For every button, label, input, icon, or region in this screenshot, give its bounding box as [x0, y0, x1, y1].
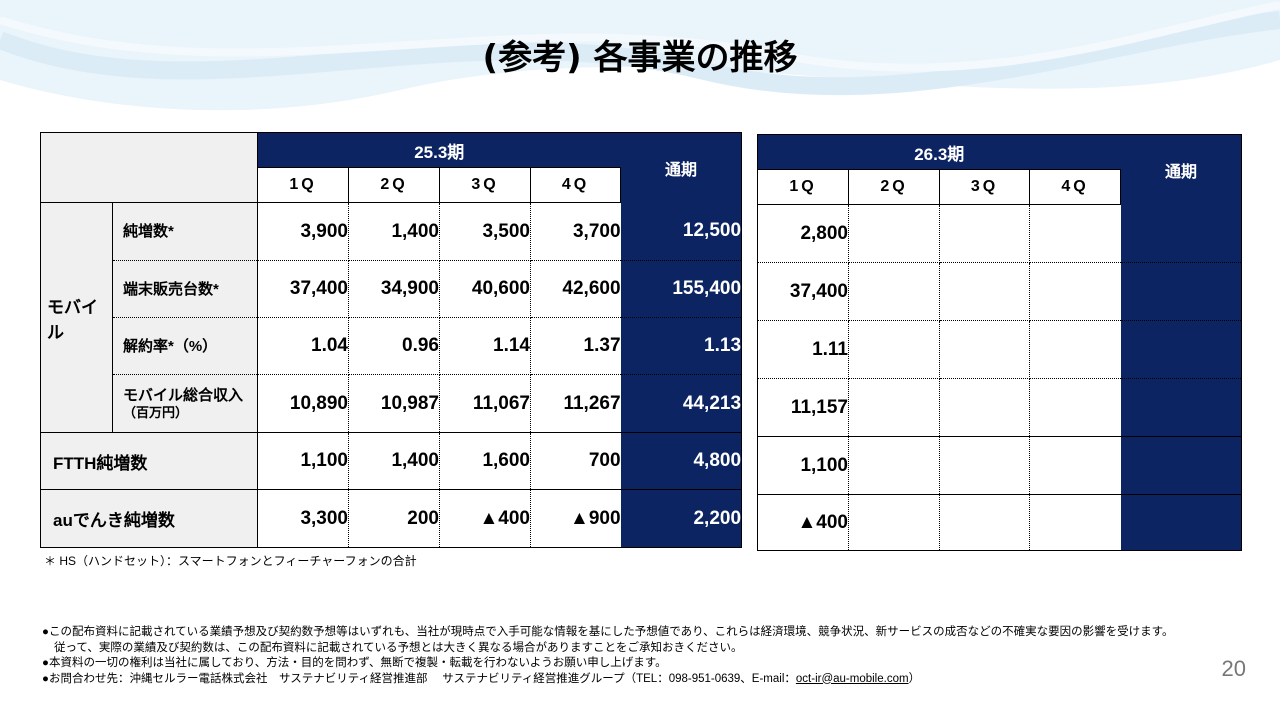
header-corner: [40, 132, 258, 203]
table-cell: [848, 204, 940, 263]
full-year-cell: 155,400: [620, 260, 742, 318]
table-cell: 1.14: [439, 317, 531, 375]
full-year-header: 通期: [620, 132, 742, 203]
full-year-cell: 4,800: [620, 432, 742, 490]
disclaimer: ●この配布資料に記載されている業績予想及び契約数予想等はいずれも、当社が現時点で…: [42, 625, 1252, 687]
period-header: 26.3期: [757, 134, 1121, 170]
background-wave: [0, 0, 1280, 111]
page-title: (参考) 各事業の推移: [482, 38, 798, 78]
table-cell: 0.96: [348, 317, 440, 375]
row-label-unit: （百万円）: [123, 404, 189, 420]
table-cell: 3,300: [257, 489, 349, 548]
table-cell: 37,400: [257, 260, 349, 318]
table-cell: [939, 262, 1030, 321]
full-year-header: 通期: [1120, 134, 1242, 205]
table-cell: 37,400: [757, 262, 849, 321]
table-cell: [939, 436, 1030, 495]
contact-line: ●お問合わせ先：沖縄セルラー電話株式会社 サステナビリティ経営推進部 サステナビ…: [42, 672, 1252, 688]
table-cell: 1.11: [757, 320, 849, 379]
quarter-header: 2Q: [348, 167, 440, 203]
table-cell: ▲400: [757, 494, 849, 551]
table-cell: [1029, 378, 1121, 437]
full-year-cell: [1120, 320, 1242, 379]
quarter-header: 4Q: [1028, 169, 1122, 205]
row-label-main: モバイル総合収入: [123, 386, 244, 404]
quarter-header: 1Q: [757, 169, 849, 205]
footnote: ＊ HS（ハンドセット）：スマートフォンとフィーチャーフォンの合計: [44, 554, 417, 568]
table-cell: 11,267: [530, 374, 621, 433]
table-cell: 1,400: [348, 202, 440, 261]
table-cell: 34,900: [348, 260, 440, 318]
table-cell: [1029, 494, 1121, 551]
table-cell: ▲900: [530, 489, 621, 548]
table-cell: 1,600: [439, 432, 531, 490]
row-label: 端末販売台数*: [112, 260, 258, 318]
table-cell: 200: [348, 489, 440, 548]
quarter-header: 1Q: [257, 167, 349, 203]
contact-email-link[interactable]: oct-ir@au-mobile.com: [795, 672, 909, 685]
table-cell: [939, 320, 1030, 379]
quarter-header: 2Q: [848, 169, 940, 205]
row-label-ftth: FTTH純増数: [40, 432, 258, 490]
mobile-category-label: モバイル: [40, 202, 113, 433]
row-label: 純増数*: [112, 202, 258, 261]
disclaimer-line: ●本資料の一切の権利は当社に属しており、方法・目的を問わず、無断で複製・転載を行…: [42, 657, 667, 669]
table-cell: 10,890: [257, 374, 349, 433]
table-cell: [939, 204, 1030, 263]
table-cell: [1029, 204, 1121, 263]
table-cell: [939, 494, 1030, 551]
table-cell: [848, 262, 940, 321]
contact-text-end: ）: [908, 672, 921, 685]
table-cell: 42,600: [530, 260, 621, 318]
page-number: 20: [1221, 656, 1246, 681]
quarter-header: 3Q: [939, 169, 1030, 205]
table-cell: [1029, 320, 1121, 379]
table-cell: 1.37: [530, 317, 621, 375]
full-year-cell: [1120, 494, 1242, 551]
table-cell: 11,157: [757, 378, 849, 437]
quarter-header: 4Q: [529, 167, 622, 203]
full-year-cell: [1120, 204, 1242, 263]
table-cell: 1.04: [257, 317, 349, 375]
table-cell: [939, 378, 1030, 437]
table-cell: 2,800: [757, 204, 849, 263]
full-year-cell: 44,213: [620, 374, 742, 433]
full-year-cell: [1120, 262, 1242, 321]
disclaimer-line: ●この配布資料に記載されている業績予想及び契約数予想等はいずれも、当社が現時点で…: [42, 626, 1174, 638]
table-cell: 40,600: [439, 260, 531, 318]
table-cell: [1029, 262, 1121, 321]
disclaimer-line: 従って、実際の業績及び契約数は、この配布資料に記載されている予想とは大きく異なる…: [54, 641, 743, 654]
full-year-cell: [1120, 436, 1242, 495]
table-cell: 11,067: [439, 374, 531, 433]
full-year-cell: 12,500: [620, 202, 742, 261]
table-cell: 1,100: [757, 436, 849, 495]
row-label: 解約率*（%）: [112, 317, 258, 375]
contact-text: ●お問合わせ先：沖縄セルラー電話株式会社 サステナビリティ経営推進部 サステナビ…: [42, 672, 796, 685]
table-cell: [848, 320, 940, 379]
full-year-cell: 1.13: [620, 317, 742, 375]
full-year-cell: 2,200: [620, 489, 742, 548]
table-cell: [848, 378, 940, 437]
table-cell: ▲400: [439, 489, 531, 548]
table-fy2026: 26.3期 通期 1Q 2Q 3Q 4Q 2,800 37,400 1.11 1…: [757, 134, 1243, 551]
table-cell: 3,900: [257, 202, 349, 261]
table-cell: 10,987: [348, 374, 440, 433]
row-label-au-denki: auでんき純増数: [40, 489, 258, 548]
table-cell: 3,500: [439, 202, 531, 261]
table-cell: 700: [530, 432, 621, 490]
table-cell: [848, 494, 940, 551]
table-cell: 3,700: [530, 202, 621, 261]
table-cell: 1,100: [257, 432, 349, 490]
full-year-cell: [1120, 378, 1242, 437]
row-label: モバイル総合収入 （百万円）: [112, 374, 258, 433]
period-header: 25.3期: [257, 132, 621, 168]
quarter-header: 3Q: [439, 167, 531, 203]
table-cell: [848, 436, 940, 495]
table-cell: 1,400: [348, 432, 440, 490]
table-fy2025: 25.3期 通期 1Q 2Q 3Q 4Q モバイル 純増数* 3,900 1,4…: [40, 132, 743, 548]
table-cell: [1029, 436, 1121, 495]
